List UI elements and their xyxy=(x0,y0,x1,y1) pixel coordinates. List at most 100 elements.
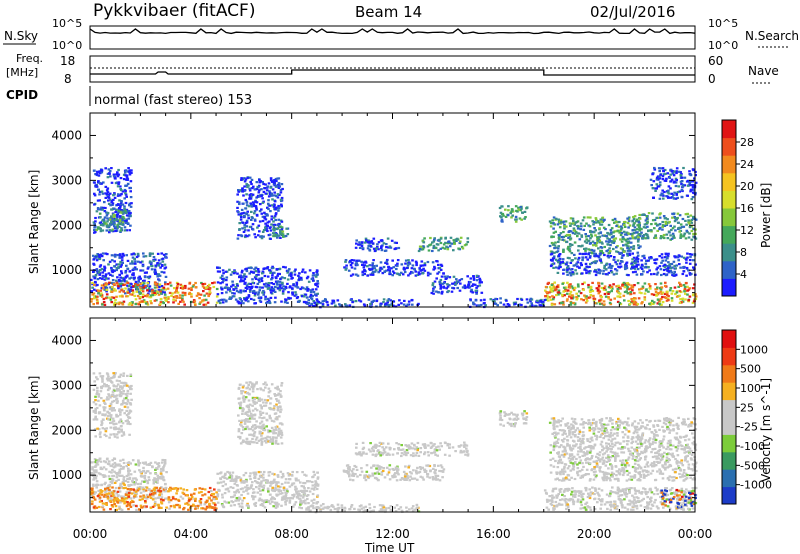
nave-tick-top: 60 xyxy=(708,54,723,68)
range-gate-cell xyxy=(460,245,464,248)
range-gate-cell xyxy=(207,287,210,290)
range-gate-cell xyxy=(114,463,118,466)
range-gate-cell xyxy=(262,235,265,238)
range-gate-cell xyxy=(658,216,662,219)
range-gate-cell xyxy=(247,234,251,237)
range-gate-cell xyxy=(264,295,267,298)
range-gate-cell xyxy=(272,432,275,435)
range-gate-cell xyxy=(124,169,128,172)
range-gate-cell xyxy=(109,175,112,178)
range-gate-cell xyxy=(615,285,618,288)
range-gate-cell xyxy=(576,261,580,264)
range-gate-cell xyxy=(678,301,682,304)
range-gate-cell xyxy=(111,420,115,423)
range-gate-cell xyxy=(338,303,341,306)
range-gate-cell xyxy=(113,461,117,465)
nave-tick-bottom: 0 xyxy=(708,72,716,86)
range-gate-cell xyxy=(676,221,680,224)
range-gate-cell xyxy=(167,296,170,299)
range-gate-cell xyxy=(134,463,138,466)
range-gate-cell xyxy=(304,271,307,274)
range-gate-cell xyxy=(217,300,221,303)
range-gate-cell xyxy=(107,199,110,202)
range-gate-cell xyxy=(376,243,379,246)
range-gate-cell xyxy=(648,286,652,290)
range-gate-cell xyxy=(115,394,119,397)
range-gate-cell xyxy=(624,267,627,271)
range-gate-cell xyxy=(664,259,668,262)
range-gate-cell xyxy=(211,282,214,285)
range-gate-cell xyxy=(544,295,547,298)
range-gate-cell xyxy=(649,256,653,259)
range-gate-cell xyxy=(237,190,240,193)
range-gate-cell xyxy=(690,198,694,201)
range-gate-cell xyxy=(240,208,244,211)
range-gate-cell xyxy=(251,399,255,402)
range-gate-cell xyxy=(280,196,284,200)
colorbar-tick-label: 20 xyxy=(740,180,754,193)
range-gate-cell xyxy=(476,285,480,288)
range-gate-cell xyxy=(120,264,123,267)
range-gate-cell xyxy=(104,490,107,493)
range-gate-cell xyxy=(566,247,570,250)
range-gate-cell xyxy=(261,270,265,273)
range-gate-cell xyxy=(101,271,105,274)
range-gate-cell xyxy=(257,191,261,194)
range-gate-cell xyxy=(126,400,130,403)
range-gate-cell xyxy=(354,246,358,249)
range-gate-cell xyxy=(251,228,255,231)
range-gate-cell xyxy=(97,292,100,295)
range-gate-cell xyxy=(95,392,99,396)
range-gate-cell xyxy=(174,299,177,302)
range-gate-cell xyxy=(661,224,665,227)
range-gate-cell xyxy=(637,246,641,249)
range-gate-cell xyxy=(94,415,97,418)
range-gate-cell xyxy=(128,277,131,280)
range-gate-cell xyxy=(245,381,248,384)
range-gate-cell xyxy=(138,462,141,465)
range-gate-cell xyxy=(176,291,180,294)
range-gate-cell xyxy=(155,282,159,285)
range-gate-cell xyxy=(667,299,670,302)
range-gate-cell xyxy=(361,271,364,274)
range-gate-cell xyxy=(607,256,611,259)
range-gate-cell xyxy=(631,252,634,255)
range-gate-cell xyxy=(118,408,121,411)
range-gate-cell xyxy=(165,497,169,500)
range-gate-cell xyxy=(583,294,586,297)
range-gate-cell xyxy=(108,231,111,234)
range-gate-cell xyxy=(448,242,452,245)
range-gate-cell xyxy=(109,286,112,289)
range-gate-cell xyxy=(632,216,635,219)
range-gate-cell xyxy=(686,231,689,234)
range-gate-cell xyxy=(658,265,662,268)
range-gate-cell xyxy=(385,246,388,249)
range-gate-cell xyxy=(106,379,110,382)
range-gate-cell xyxy=(142,252,145,255)
range-gate-cell xyxy=(152,482,156,485)
range-gate-cell xyxy=(671,172,675,175)
range-gate-cell xyxy=(681,272,685,276)
range-gate-cell xyxy=(131,262,135,265)
nsearch-tick-top: 10^5 xyxy=(708,17,738,30)
range-gate-cell xyxy=(253,204,256,208)
range-gate-cell xyxy=(325,300,329,303)
range-gate-cell xyxy=(687,299,690,302)
range-gate-cell xyxy=(549,222,553,225)
range-gate-cell xyxy=(128,504,132,507)
range-gate-cell xyxy=(104,185,108,188)
range-gate-cell xyxy=(607,296,610,299)
range-gate-cell xyxy=(475,274,479,277)
range-gate-cell xyxy=(576,297,579,300)
range-gate-cell xyxy=(295,283,299,286)
range-gate-cell xyxy=(634,236,637,239)
range-gate-cell xyxy=(580,234,583,237)
range-gate-cell xyxy=(510,208,514,211)
range-gate-cell xyxy=(274,394,277,397)
range-gate-cell xyxy=(151,292,154,295)
range-gate-cell xyxy=(115,433,119,436)
range-gate-cell xyxy=(256,388,259,391)
range-gate-cell xyxy=(127,467,130,470)
range-gate-cell xyxy=(475,292,478,295)
range-gate-cell xyxy=(364,260,367,263)
